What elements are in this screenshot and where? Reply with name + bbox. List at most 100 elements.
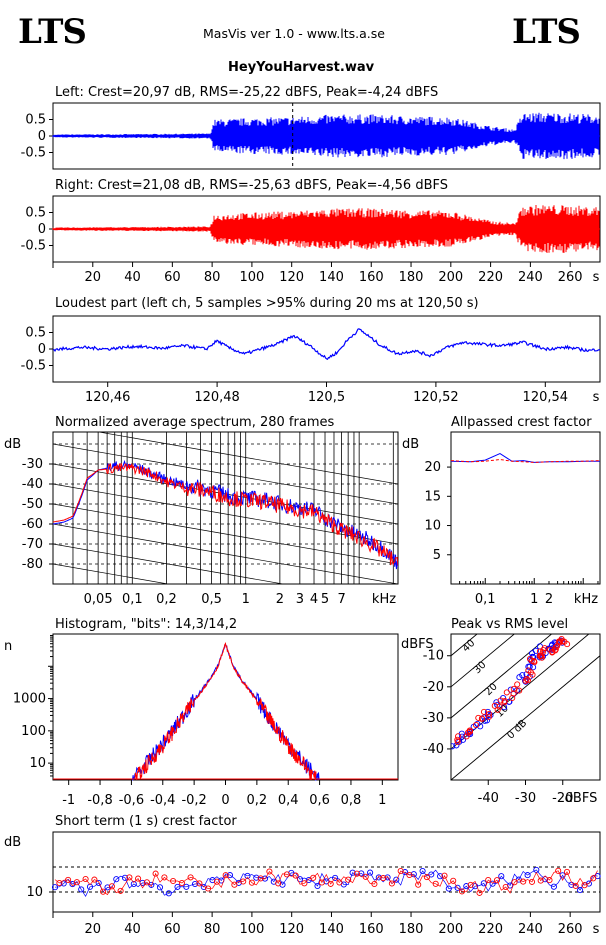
peak_vs_rms-point-right: [455, 733, 462, 740]
short_term_crest-xtick-label: 220: [478, 922, 503, 937]
short_term_crest-point-right: [82, 875, 89, 883]
loudest_part-ytick-label: -0.5: [21, 359, 46, 374]
short_term_crest-xtick-label: 140: [319, 922, 344, 937]
spectrum-xtick-label: 5: [321, 592, 329, 607]
short_term_crest-point-right: [590, 875, 597, 882]
short_term_crest-point-left: [51, 884, 59, 891]
short_term_crest-point-left: [95, 879, 102, 887]
peak_vs_rms-point-right: [538, 652, 545, 660]
short_term_crest-point-right: [108, 883, 115, 890]
short_term_crest-xtick-label: 80: [204, 922, 221, 937]
peak_vs_rms-point-right: [558, 635, 565, 643]
peak_vs_rms-point-right: [475, 714, 482, 721]
peak_vs_rms-point-right: [524, 677, 531, 684]
short_term_crest-point-right: [73, 879, 80, 886]
peak_vs_rms-point-right: [480, 708, 488, 715]
histogram-xtick-label: -0,4: [150, 793, 175, 808]
peak_vs_rms-crest-label: 20: [483, 681, 500, 698]
short_term_crest-point-left: [437, 873, 444, 880]
spectrum-ytick-label: -80: [22, 557, 43, 572]
allpassed_crest-xtick-label: 2: [545, 592, 553, 607]
short_term_crest-point-left: [550, 883, 557, 890]
short_term_crest-point-left: [472, 883, 479, 890]
short_term_crest-xtick-label: 60: [164, 922, 181, 937]
loudest_part-ytick-label: 0: [38, 342, 46, 357]
allpassed_crest-title: Allpassed crest factor: [451, 415, 592, 430]
peak_vs_rms-point-right: [549, 648, 556, 655]
short_term_crest-point-right: [415, 881, 422, 888]
spectrum-slope-line: [53, 684, 398, 744]
spectrum-frame: [52, 431, 399, 585]
peak_vs_rms-crest-line: [451, 634, 590, 750]
peak_vs_rms-ytick-label: -10: [423, 649, 444, 664]
peak_vs_rms-title: Peak vs RMS level: [451, 617, 568, 632]
short_term_crest-point-right: [546, 877, 553, 884]
peak_vs_rms-point-right: [494, 706, 501, 713]
short_term_crest-point-left: [226, 872, 234, 879]
short_term_crest-point-right: [432, 880, 439, 887]
logo-right: LTS: [512, 12, 581, 52]
short_term_crest-point-left: [253, 874, 260, 881]
short_term_crest-point-left: [156, 884, 164, 891]
loudest_part-xtick-label: 120,46: [85, 390, 131, 405]
short_term_crest-point-right: [572, 882, 579, 889]
peak_vs_rms-point-right: [514, 681, 521, 688]
spectrum-ytick-label: -70: [22, 537, 43, 552]
histogram-xtick-label: 0,8: [341, 793, 362, 808]
short_term_crest-point-left: [577, 887, 584, 894]
file-name: HeyYouHarvest.wav: [228, 60, 375, 75]
histogram-xtick-label: 0: [221, 793, 229, 808]
short_term_crest-point-left: [104, 884, 111, 891]
short_term_crest-point-right: [563, 868, 571, 875]
short_term_crest-point-left: [463, 883, 470, 890]
peak_vs_rms-point-right: [564, 641, 571, 648]
peak_vs_rms-xtick-label: -20: [552, 791, 573, 806]
spectrum-slope-line: [53, 503, 398, 565]
loudest_part-title: Loudest part (left ch, 5 samples >95% du…: [55, 296, 479, 311]
short_term_crest-xtick-label: 120: [279, 922, 304, 937]
short_term_crest-point-right: [248, 879, 255, 886]
peak_vs_rms-point-right: [454, 736, 461, 743]
short_term_crest-point-left: [524, 872, 531, 879]
short_term_crest-point-right: [397, 867, 404, 875]
left_waveform-ytick-label: 0.5: [25, 113, 46, 128]
short_term_crest-point-right: [205, 885, 212, 892]
short_term_crest-point-left: [480, 880, 487, 887]
right_waveform-xtick-label: 260: [558, 270, 583, 285]
spectrum-xunit: kHz: [372, 592, 396, 607]
short_term_crest-title: Short term (1 s) crest factor: [55, 814, 237, 829]
spectrum-ytick-label: -30: [22, 457, 43, 472]
peak_vs_rms-xlabel: dBFS: [565, 791, 598, 806]
peak_vs_rms-point-left: [451, 743, 456, 750]
peak_vs_rms-point-right: [540, 646, 547, 654]
peak_vs_rms-point-left: [474, 720, 481, 727]
right_waveform-ytick-label: 0: [38, 222, 46, 237]
spectrum-slope-line: [53, 543, 286, 584]
short_term_crest-point-right: [388, 880, 395, 887]
short_term_crest-point-right: [310, 874, 317, 881]
right_waveform-xtick-label: 100: [239, 270, 264, 285]
peak_vs_rms-crest-label: 30: [472, 660, 489, 677]
histogram-xtick-label: -0,6: [119, 793, 144, 808]
right_waveform-xunit: s: [593, 270, 600, 285]
right_waveform-xtick-label: 20: [85, 270, 102, 285]
short_term_crest-point-left: [78, 886, 85, 893]
short_term_crest-xtick-label: 260: [558, 922, 583, 937]
logo-left: LTS: [18, 12, 87, 52]
short_term_crest-point-left: [279, 881, 286, 888]
short_term_crest-point-right: [476, 889, 483, 896]
spectrum-title: Normalized average spectrum, 280 frames: [55, 415, 334, 430]
spectrum-slope-line: [53, 443, 398, 505]
short_term_crest-point-right: [336, 879, 343, 886]
short_term_crest-ylabel: dB: [4, 835, 21, 850]
short_term_crest-point-right: [283, 871, 290, 878]
short_term_crest-xtick-label: 100: [239, 922, 264, 937]
short_term_crest-point-right: [91, 876, 98, 883]
short_term_crest-xtick-label: 200: [438, 922, 463, 937]
peak_vs_rms-point-right: [472, 721, 480, 729]
histogram-xtick-label: 0,6: [309, 793, 330, 808]
spectrum-series-right: [53, 462, 398, 566]
short_term_crest-xtick-label: 160: [359, 922, 384, 937]
spectrum-ylabel: dB: [4, 437, 21, 452]
peak_vs_rms-point-right: [478, 715, 485, 722]
